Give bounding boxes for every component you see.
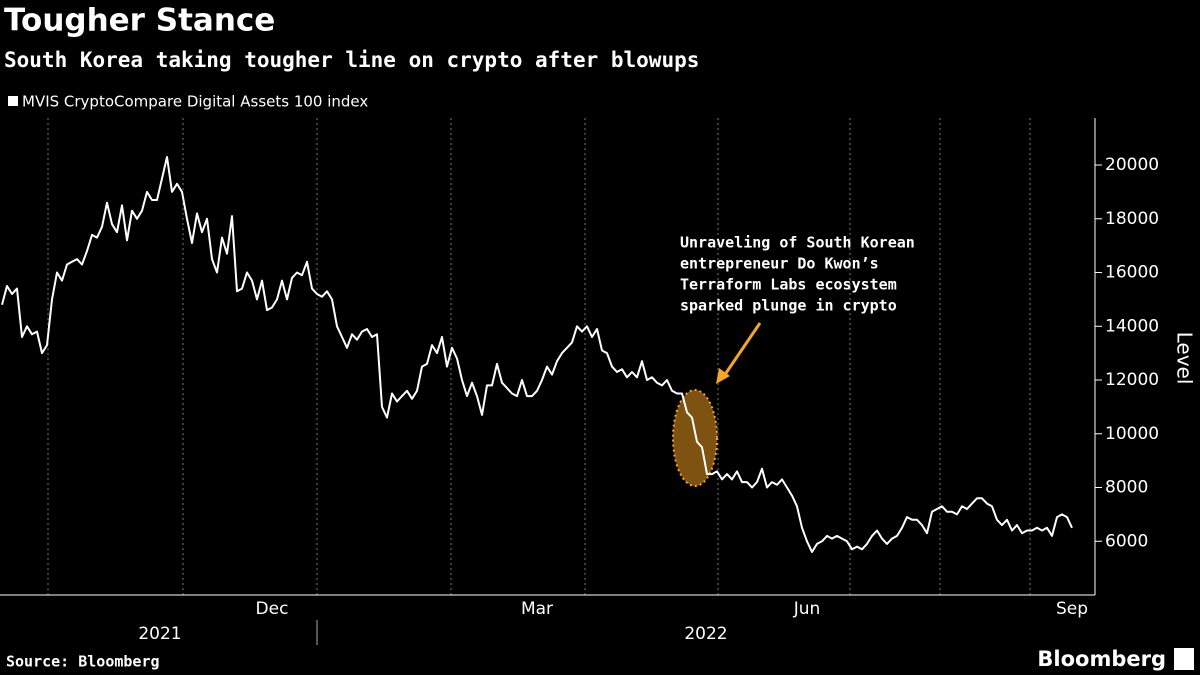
y-tick-label: 18000 [1105,209,1159,229]
legend-label: MVIS CryptoCompare Digital Assets 100 in… [22,93,368,111]
annotation-line: Terraform Labs ecosystem [680,276,897,294]
annotation: Unraveling of South Korean entrepreneur … [680,234,915,315]
y-tick-label: 14000 [1105,316,1159,336]
annotation-arrow [722,322,762,377]
annotation-line: sparked plunge in crypto [680,297,897,315]
year-label: 2021 [138,624,181,644]
legend-swatch [8,96,18,106]
chart-subtitle: South Korea taking tougher line on crypt… [4,48,699,72]
y-tick-label: 20000 [1105,155,1159,175]
annotation-line: entrepreneur Do Kwon’s [680,255,879,273]
y-tick-label: 6000 [1105,531,1148,551]
source: Source: Bloomberg [6,653,160,671]
brand: Bloomberg [1037,647,1166,671]
year-label: 2022 [684,624,727,644]
y-tick-label: 8000 [1105,478,1148,498]
annotation-arrowhead [716,368,730,384]
y-tick-label: 10000 [1105,424,1159,444]
brand-icon [1174,648,1194,670]
y-axis-label: Level [1173,332,1197,385]
y-tick-label: 12000 [1105,370,1159,390]
x-tick-label: Sep [1056,599,1088,619]
x-tick-label: Dec [256,599,289,619]
y-tick-label: 16000 [1105,263,1159,283]
chart-title: Tougher Stance [4,3,275,39]
annotation-line: Unraveling of South Korean [680,234,915,252]
x-tick-label: Jun [793,599,821,619]
x-tick-label: Mar [521,599,553,619]
highlight-ellipse [672,389,718,487]
line-series [1,156,1073,553]
